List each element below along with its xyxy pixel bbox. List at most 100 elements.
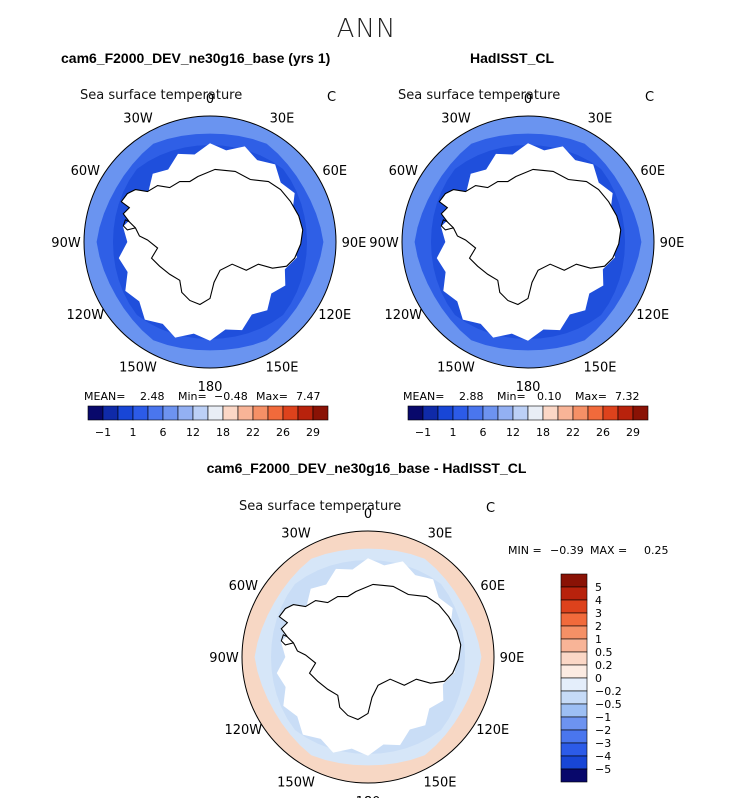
panel-2-units: C (645, 90, 655, 105)
panel-2-colorbar-tick-label: 26 (596, 426, 610, 439)
panel-1-lon-label: 60W (71, 164, 101, 179)
panel-3-lon-label: 60W (229, 579, 259, 594)
panel-2-lon-label: 120E (636, 308, 669, 323)
panel-3-colorbar-swatch (560, 586, 588, 601)
panel-2-antarctica-coastline (438, 168, 622, 306)
panel-2-colorbar-swatch (512, 405, 529, 421)
panel-3-map-border (241, 530, 495, 784)
panel-2-polar-map: 0 30E 60E 90E 120E 150E 180 150W 120W 90W 60W 30W (369, 92, 685, 392)
panel-3-colorbar-tick-label: 0 (595, 672, 602, 685)
panel-2-colorbar-swatch (542, 405, 559, 421)
panel-3-antarctica-coastline (278, 583, 462, 721)
panel-2-lon-label: 90E (660, 236, 685, 251)
panel-1-colorbar-tick-label: 18 (216, 426, 230, 439)
mean-label: MEAN= (403, 390, 445, 403)
panel-2-lon-label: 30E (588, 111, 613, 126)
panel-3-lon-label: 60E (480, 579, 505, 594)
panel-3-colorbar-swatch (560, 664, 588, 679)
panel-2-map-border (401, 115, 655, 369)
panel-1-variable-label: Sea surface temperature (80, 88, 243, 103)
panel-2-colorbar-swatch (587, 405, 604, 421)
mean-value: 2.88 (459, 390, 484, 403)
panel-1-antarctica-coastline (120, 168, 304, 306)
panel-2-lon-label: 0 (524, 92, 532, 107)
panel-3-variable-label: Sea surface temperature (239, 499, 402, 514)
panel-3-colorbar-tick-label: 4 (595, 594, 602, 607)
panel-1-polar-map: 0 30E 60E 90E 120E 150E 180 150W 120W 90W 60W 30W (51, 92, 367, 392)
min-label: Min= (178, 390, 207, 403)
max-value: 7.47 (296, 390, 321, 403)
panel-2-colorbar-swatch (422, 405, 439, 421)
panel-2-peninsula-coastline (440, 219, 454, 231)
panel-3-colorbar-swatch (560, 716, 588, 731)
panel-2-lon-label: 60E (640, 164, 665, 179)
panel-2-lon-label: 150E (583, 361, 616, 376)
panel-1-map-border (83, 115, 337, 369)
panel-3-lon-label: 150E (423, 776, 456, 791)
panel-3-lon-label: 90E (500, 651, 525, 666)
panel-2-colorbar-tick-label: −1 (415, 426, 431, 439)
panel-3-colorbar-swatch (560, 729, 588, 744)
panel-1-lon-label: 90E (342, 236, 367, 251)
max-value: 0.25 (644, 544, 669, 557)
panel-1-colorbar-swatch (282, 405, 299, 421)
panel-1-title: cam6_F2000_DEV_ne30g16_base (yrs 1) (61, 50, 331, 66)
panel-2-colorbar-tick-label: 12 (506, 426, 520, 439)
panel-1-colorbar-swatch (87, 405, 104, 421)
panel-1-colorbar-swatch (207, 405, 224, 421)
panel-1-colorbar-swatch (312, 405, 329, 421)
panel-2-colorbar: −1 1 6 12 18 22 26 29 (407, 405, 649, 439)
panel-2-colorbar-swatch (482, 405, 499, 421)
min-value: −0.39 (550, 544, 584, 557)
panel-3-colorbar-swatch (560, 651, 588, 666)
panel-3-colorbar-swatch (560, 599, 588, 614)
panel-1-colorbar-swatch (102, 405, 119, 421)
panel-2-lon-label: 150W (437, 361, 475, 376)
panel-3-colorbar-tick-label: −3 (595, 737, 611, 750)
panel-2-colorbar-swatch (407, 405, 424, 421)
panel-1-lon-label: 150E (265, 361, 298, 376)
panel-1-colorbar-swatch (252, 405, 269, 421)
panel-2-colorbar-swatch (557, 405, 574, 421)
panel-2-colorbar-tick-label: 22 (566, 426, 580, 439)
panel-2-colorbar-tick-label: 29 (626, 426, 640, 439)
panel-2-colorbar-swatch (602, 405, 619, 421)
panel-3-lon-label: 90W (209, 651, 239, 666)
panel-3-colorbar-tick-label: 3 (595, 607, 602, 620)
panel-3-colorbar-swatch (560, 742, 588, 757)
panel-1-colorbar-tick-label: −1 (95, 426, 111, 439)
panel-3-peninsula-coastline (280, 634, 294, 646)
panel-3-lon-label: 120E (476, 723, 509, 738)
panel-1-colorbar-swatch (297, 405, 314, 421)
panel-1-colorbar-swatch (147, 405, 164, 421)
panel-1-colorbar-tick-label: 12 (186, 426, 200, 439)
panel-1-colorbar-swatch (132, 405, 149, 421)
panel-3-lon-label: 30W (281, 526, 311, 541)
panel-3-lon-label: 30E (428, 526, 453, 541)
mean-label: MEAN= (84, 390, 126, 403)
panel-2-stats: MEAN= 2.88 Min= 0.10 Max= 7.32 (403, 390, 653, 406)
panel-3-colorbar-swatch (560, 625, 588, 640)
panel-3-colorbar-tick-label: −0.5 (595, 698, 622, 711)
panel-2-colorbar-swatch (437, 405, 454, 421)
panel-1-lon-label: 180 (198, 380, 223, 392)
panel-3-colorbar-swatch (560, 703, 588, 718)
panel-1-lon-label: 90W (51, 236, 81, 251)
panel-3-colorbar-swatch (560, 677, 588, 692)
panel-1-lon-label: 120E (318, 308, 351, 323)
max-label: MAX = (590, 544, 628, 557)
panel-2-colorbar-swatch (632, 405, 649, 421)
panel-1-colorbar-swatch (237, 405, 254, 421)
mean-value: 2.48 (140, 390, 165, 403)
panel-2-lon-label: 180 (516, 380, 541, 392)
panel-3-title: cam6_F2000_DEV_ne30g16_base - HadISST_CL (206, 460, 527, 476)
panel-2-colorbar-swatch (452, 405, 469, 421)
panel-3-lon-label: 180 (356, 795, 381, 798)
panel-1-colorbar-tick-label: 6 (160, 426, 167, 439)
panel-2-colorbar-swatch (467, 405, 484, 421)
panel-3-colorbar-tick-label: −0.2 (595, 685, 622, 698)
panel-2-colorbar-tick-label: 6 (480, 426, 487, 439)
panel-1-lon-label: 60E (322, 164, 347, 179)
panel-1-colorbar-swatch (192, 405, 209, 421)
panel-1-lon-label: 0 (206, 92, 214, 107)
